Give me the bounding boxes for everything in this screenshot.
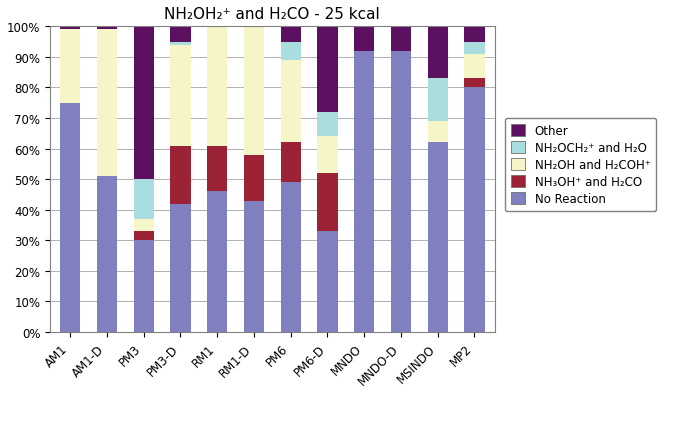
Legend: Other, NH₂OCH₂⁺ and H₂O, NH₂OH and H₂COH⁺, NH₃OH⁺ and H₂CO, No Reaction: Other, NH₂OCH₂⁺ and H₂O, NH₂OH and H₂COH…: [505, 118, 656, 212]
Bar: [280, 143, 301, 183]
Bar: [317, 27, 337, 112]
Bar: [427, 79, 448, 122]
Bar: [317, 232, 337, 332]
Bar: [464, 88, 484, 332]
Bar: [170, 204, 190, 332]
Bar: [244, 201, 264, 332]
Bar: [391, 52, 411, 332]
Bar: [134, 241, 154, 332]
Bar: [280, 61, 301, 143]
Bar: [244, 6, 264, 155]
Bar: [97, 27, 117, 30]
Bar: [207, 0, 227, 3]
Bar: [464, 27, 484, 43]
Bar: [464, 43, 484, 55]
Bar: [207, 146, 227, 192]
Bar: [170, 46, 190, 146]
Bar: [427, 27, 448, 79]
Bar: [464, 79, 484, 88]
Bar: [317, 137, 337, 174]
Title: NH₂OH₂⁺ and H₂CO - 25 kcal: NH₂OH₂⁺ and H₂CO - 25 kcal: [164, 7, 380, 22]
Bar: [134, 180, 154, 219]
Bar: [427, 143, 448, 332]
Bar: [280, 27, 301, 43]
Bar: [170, 27, 190, 43]
Bar: [244, 155, 264, 201]
Bar: [317, 112, 337, 137]
Bar: [317, 174, 337, 232]
Bar: [60, 30, 80, 104]
Bar: [207, 192, 227, 332]
Bar: [134, 219, 154, 232]
Bar: [354, 27, 374, 52]
Bar: [170, 146, 190, 204]
Bar: [97, 30, 117, 177]
Bar: [464, 55, 484, 79]
Bar: [170, 43, 190, 46]
Bar: [391, 27, 411, 52]
Bar: [354, 52, 374, 332]
Bar: [427, 122, 448, 143]
Bar: [97, 177, 117, 332]
Bar: [134, 232, 154, 241]
Bar: [244, 0, 264, 3]
Bar: [280, 183, 301, 332]
Bar: [134, 27, 154, 180]
Bar: [207, 3, 227, 146]
Bar: [280, 43, 301, 61]
Bar: [60, 104, 80, 332]
Bar: [60, 27, 80, 30]
Bar: [244, 3, 264, 6]
